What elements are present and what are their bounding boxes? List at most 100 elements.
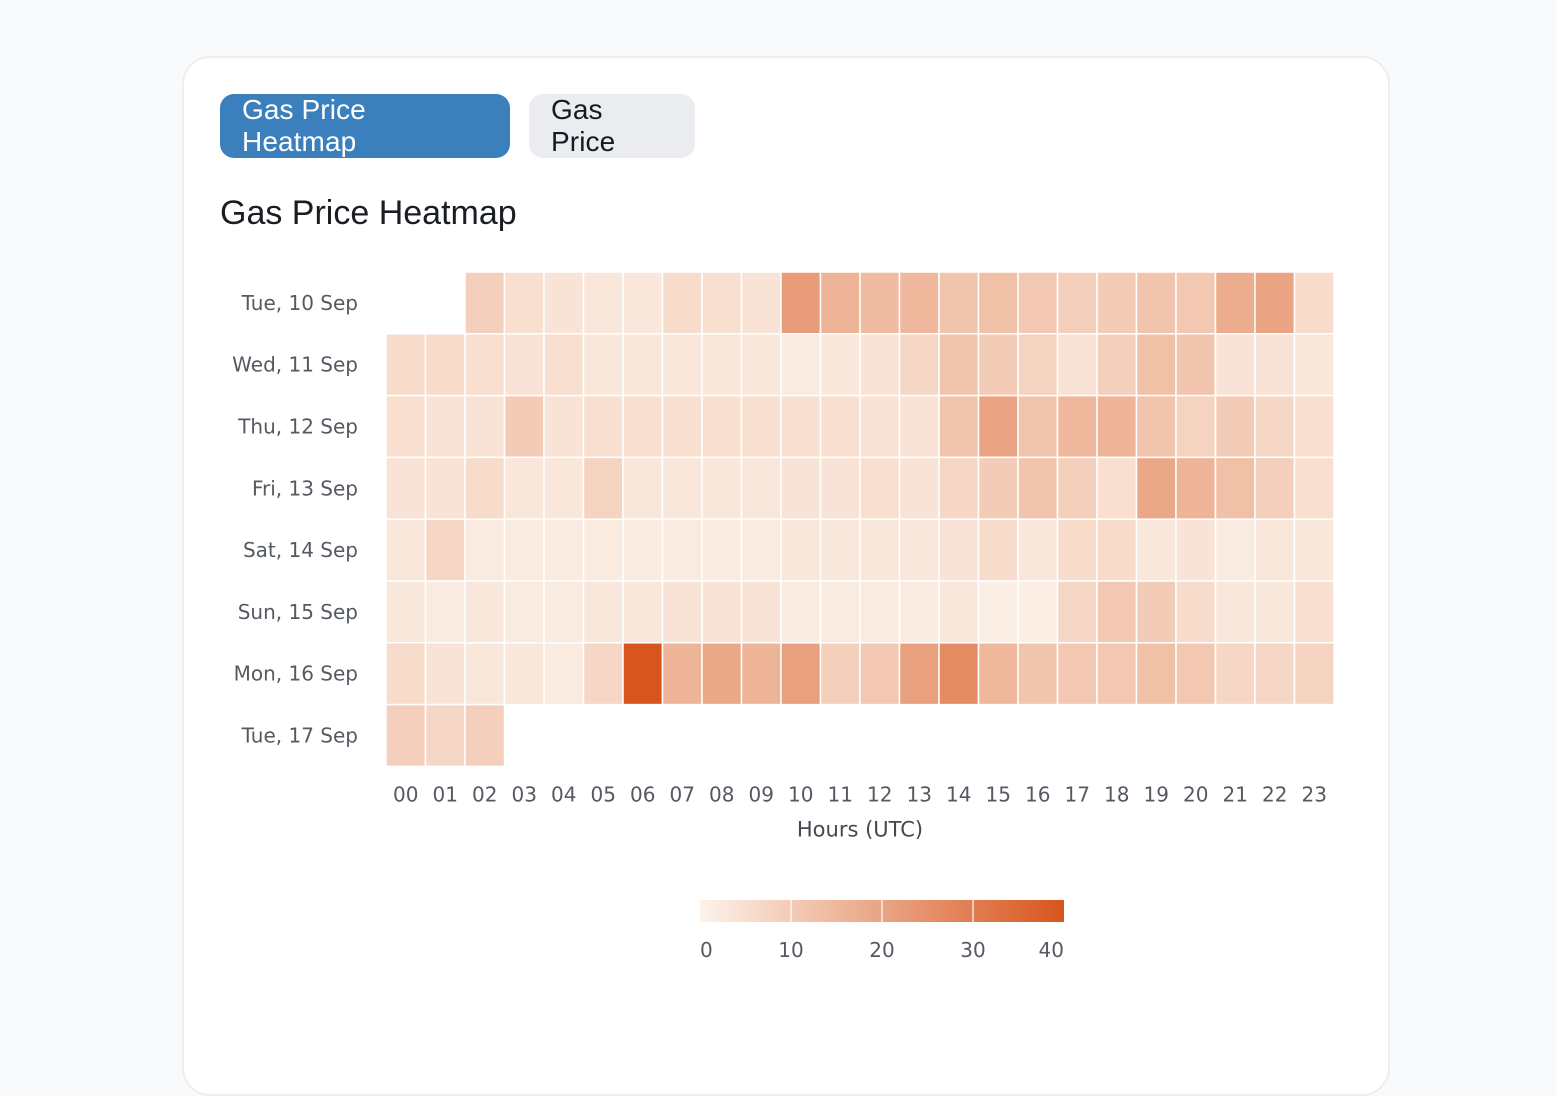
y-tick-label: Fri, 13 Sep bbox=[252, 476, 358, 500]
heatmap-cell bbox=[424, 394, 466, 459]
heatmap-cell bbox=[898, 271, 940, 335]
x-tick-label: 22 bbox=[1262, 782, 1287, 806]
heatmap-cell bbox=[1214, 642, 1256, 706]
heatmap-cells bbox=[385, 271, 1335, 768]
heatmap-cell bbox=[1254, 271, 1296, 335]
heatmap-cell bbox=[740, 518, 782, 582]
heatmap-cell bbox=[977, 642, 1019, 706]
heatmap-cell bbox=[1017, 580, 1059, 644]
x-tick-label: 13 bbox=[907, 782, 932, 806]
heatmap-cell bbox=[582, 642, 624, 706]
colorbar-tick-label: 10 bbox=[778, 938, 803, 962]
heatmap-cell bbox=[938, 518, 980, 582]
heatmap-cell bbox=[1135, 333, 1177, 397]
y-tick-label: Mon, 16 Sep bbox=[234, 662, 358, 686]
colorbar: 0 10 20 30 40 bbox=[700, 900, 1064, 962]
heatmap-cell bbox=[385, 456, 427, 520]
heatmap-chart: Tue, 10 Sep Wed, 11 Sep Thu, 12 Sep Fri, 13… bbox=[232, 271, 1335, 962]
heatmap-cell bbox=[977, 456, 1019, 520]
heatmap-cell bbox=[385, 333, 427, 397]
tab-bar: Gas Price Heatmap Gas Price bbox=[220, 94, 695, 158]
heatmap-cell bbox=[464, 518, 506, 582]
heatmap-cell bbox=[740, 394, 782, 459]
heatmap-cell bbox=[859, 271, 901, 335]
heatmap-cell bbox=[1214, 518, 1256, 582]
heatmap-cell bbox=[1096, 394, 1138, 459]
heatmap-cell bbox=[1017, 518, 1059, 582]
heatmap-cell bbox=[740, 580, 782, 644]
heatmap-cell bbox=[977, 394, 1019, 459]
heatmap-cell bbox=[898, 580, 940, 644]
heatmap-cell bbox=[1254, 333, 1296, 397]
heatmap-cell bbox=[701, 394, 743, 459]
heatmap-cell bbox=[1293, 518, 1335, 582]
colorbar-tick-label: 30 bbox=[960, 938, 985, 962]
heatmap-cell bbox=[661, 333, 703, 397]
x-tick-label: 06 bbox=[630, 782, 655, 806]
heatmap-cell bbox=[859, 580, 901, 644]
heatmap-cell bbox=[543, 580, 585, 644]
heatmap-cell bbox=[740, 333, 782, 397]
colorbar-tick-label: 40 bbox=[1039, 938, 1064, 962]
heatmap-cell bbox=[1096, 271, 1138, 335]
heatmap-cell bbox=[464, 456, 506, 520]
heatmap-cell bbox=[1017, 271, 1059, 335]
heatmap-cell bbox=[938, 642, 980, 706]
tab-gas-price-heatmap[interactable]: Gas Price Heatmap bbox=[220, 94, 510, 158]
heatmap-cell bbox=[780, 518, 822, 582]
heatmap-cell bbox=[1135, 518, 1177, 582]
heatmap-cell bbox=[1254, 642, 1296, 706]
heatmap-cell bbox=[464, 271, 506, 335]
heatmap-cell bbox=[424, 703, 466, 768]
heatmap-cell bbox=[1214, 333, 1256, 397]
heatmap-cell bbox=[819, 271, 861, 335]
heatmap-cell bbox=[503, 333, 545, 397]
heatmap-cell bbox=[780, 271, 822, 335]
heatmap-cell bbox=[503, 580, 545, 644]
heatmap-cell bbox=[582, 580, 624, 644]
heatmap-cell bbox=[1135, 271, 1177, 335]
x-tick-label: 21 bbox=[1223, 782, 1248, 806]
x-tick-label: 14 bbox=[946, 782, 971, 806]
heatmap-cell bbox=[424, 333, 466, 397]
heatmap-cell bbox=[1056, 333, 1098, 397]
x-tick-label: 20 bbox=[1183, 782, 1208, 806]
y-tick-label: Tue, 10 Sep bbox=[241, 291, 358, 315]
heatmap-cell bbox=[1017, 333, 1059, 397]
heatmap-cell bbox=[1254, 456, 1296, 520]
heatmap-cell bbox=[622, 394, 664, 459]
heatmap-cell bbox=[385, 642, 427, 706]
heatmap-cell bbox=[1056, 642, 1098, 706]
tab-gas-price[interactable]: Gas Price bbox=[529, 94, 695, 158]
heatmap-cell bbox=[859, 518, 901, 582]
heatmap-cell bbox=[543, 271, 585, 335]
heatmap-cell bbox=[1214, 456, 1256, 520]
x-tick-label: 07 bbox=[670, 782, 695, 806]
heatmap-cell bbox=[819, 580, 861, 644]
heatmap-cell bbox=[622, 456, 664, 520]
heatmap-cell bbox=[1135, 394, 1177, 459]
heatmap-cell bbox=[464, 580, 506, 644]
y-tick-label: Sat, 14 Sep bbox=[243, 538, 358, 562]
chart-heading: Gas Price Heatmap bbox=[220, 194, 517, 232]
heatmap-cell bbox=[1254, 518, 1296, 582]
heatmap-cell bbox=[424, 580, 466, 644]
heatmap-cell bbox=[543, 394, 585, 459]
heatmap-cell bbox=[464, 333, 506, 397]
heatmap-cell bbox=[1096, 333, 1138, 397]
heatmap-cell bbox=[1135, 642, 1177, 706]
x-tick-label: 23 bbox=[1302, 782, 1327, 806]
x-tick-label: 10 bbox=[788, 782, 813, 806]
heatmap-cell bbox=[1175, 518, 1217, 582]
heatmap-cell bbox=[701, 456, 743, 520]
heatmap-cell bbox=[1214, 394, 1256, 459]
heatmap-cell bbox=[938, 394, 980, 459]
heatmap-cell bbox=[464, 394, 506, 459]
heatmap-cell bbox=[1096, 518, 1138, 582]
heatmap-cell bbox=[1096, 580, 1138, 644]
heatmap-cell bbox=[1254, 394, 1296, 459]
x-tick-label: 00 bbox=[393, 782, 418, 806]
heatmap-cell bbox=[543, 333, 585, 397]
heatmap-cell bbox=[977, 333, 1019, 397]
heatmap-cell bbox=[701, 642, 743, 706]
